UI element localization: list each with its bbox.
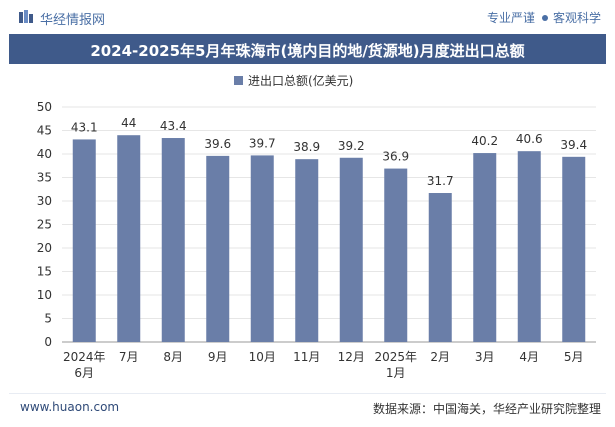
bar-value-label: 44	[121, 116, 136, 130]
bar-value-label: 36.9	[382, 150, 409, 164]
x-tick-line: 12月	[338, 350, 365, 364]
footer-source: 数据来源：中国海关，华经产业研究院整理	[372, 402, 601, 416]
x-tick-line: 1月	[386, 366, 406, 380]
footer-divider	[9, 393, 606, 394]
bar-value-label: 43.1	[71, 120, 98, 134]
bar	[161, 138, 185, 342]
x-tick-line: 6月	[74, 366, 94, 380]
x-tick-line: 7月	[119, 350, 139, 364]
grid	[62, 106, 596, 343]
y-tick-label: 10	[37, 288, 52, 302]
bar	[517, 151, 541, 342]
x-tick-label: 5月	[564, 350, 584, 364]
value-labels: 43.1 44 43.4 39.6 39.7 38.9 39.2 36.9 31.7 40.2 40…	[71, 116, 587, 188]
bars	[72, 135, 586, 342]
x-tick-label: 10月	[249, 350, 276, 364]
bar	[473, 153, 497, 342]
brand-name: 华经情报网	[40, 13, 106, 28]
x-tick-label: 8月	[163, 350, 183, 364]
bar-value-label: 43.4	[160, 119, 187, 133]
x-tick-label: 4月	[519, 350, 539, 364]
chart-title: 2024-2025年5月年珠海市(境内目的地/货源地)月度进出口总额	[90, 42, 525, 60]
bar-value-label: 31.7	[427, 174, 454, 188]
x-tick-label: 7月	[119, 350, 139, 364]
chart-title-bar: 2024-2025年5月年珠海市(境内目的地/货源地)月度进出口总额	[9, 34, 606, 64]
x-tick-line: 4月	[519, 350, 539, 364]
bar-value-label: 39.6	[204, 137, 231, 151]
slogan-right: 客观科学	[552, 11, 601, 25]
x-tick-line: 11月	[293, 350, 320, 364]
y-tick-label: 0	[44, 335, 52, 349]
y-tick-label: 45	[37, 124, 52, 138]
bar-value-label: 39.7	[249, 136, 276, 150]
slogan-dot-icon	[541, 14, 548, 21]
x-tick-label: 11月	[293, 350, 320, 364]
legend-label: 进出口总额(亿美元)	[248, 73, 353, 88]
x-tick-line: 10月	[249, 350, 276, 364]
bar	[295, 159, 319, 342]
bar-value-label: 38.9	[293, 140, 320, 154]
x-tick-label: 2月	[430, 350, 450, 364]
bar	[117, 135, 141, 342]
x-tick-line: 3月	[475, 350, 495, 364]
bar	[384, 168, 408, 342]
footer-website: www.huaon.com	[20, 400, 120, 414]
y-tick-label: 35	[37, 171, 52, 185]
legend-swatch	[234, 76, 243, 85]
bar-value-label: 40.6	[516, 132, 543, 146]
bar	[428, 193, 452, 342]
x-tick-label: 9月	[208, 350, 228, 364]
slogan-left: 专业严谨	[486, 11, 535, 25]
y-tick-label: 40	[37, 147, 52, 161]
bar-chart: 进出口总额(亿美元) 43.1 44 43.4 39.6 39.7 38.9 39.2 36.…	[37, 73, 596, 380]
x-tick-label: 12月	[338, 350, 365, 364]
x-tick-line: 2024年	[63, 350, 106, 364]
y-axis-ticks: 0 5 10 15 20 25 30 35 40 45 50	[37, 100, 52, 349]
y-tick-label: 5	[44, 312, 52, 326]
x-tick-line: 9月	[208, 350, 228, 364]
x-tick-line: 8月	[163, 350, 183, 364]
chart-legend: 进出口总额(亿美元)	[234, 73, 353, 88]
brand-logo-icon	[19, 10, 33, 23]
bar	[339, 157, 363, 342]
bar-value-label: 40.2	[471, 134, 498, 148]
bar	[206, 155, 230, 342]
y-tick-label: 20	[37, 241, 52, 255]
x-tick-label: 2025年 1月	[374, 350, 417, 380]
slogan: 专业严谨 客观科学	[487, 9, 601, 26]
x-tick-line: 2025年	[374, 350, 417, 364]
y-tick-label: 50	[37, 100, 52, 114]
x-tick-line: 2月	[430, 350, 450, 364]
bar	[562, 156, 586, 342]
x-axis-ticks: 2024年 6月 7月 8月 9月 10月 11月 12月 2025年 1月 2月 3月 4月 5月	[63, 350, 584, 380]
bar-value-label: 39.4	[560, 138, 587, 152]
y-tick-label: 15	[37, 265, 52, 279]
x-tick-line: 5月	[564, 350, 584, 364]
top-bar: 华经情报网 专业严谨 客观科学	[0, 0, 615, 34]
bar	[72, 139, 96, 342]
y-tick-label: 30	[37, 194, 52, 208]
y-tick-label: 25	[37, 218, 52, 232]
bar	[250, 155, 274, 342]
bar-value-label: 39.2	[338, 139, 365, 153]
x-tick-label: 3月	[475, 350, 495, 364]
x-tick-label: 2024年 6月	[63, 350, 106, 380]
